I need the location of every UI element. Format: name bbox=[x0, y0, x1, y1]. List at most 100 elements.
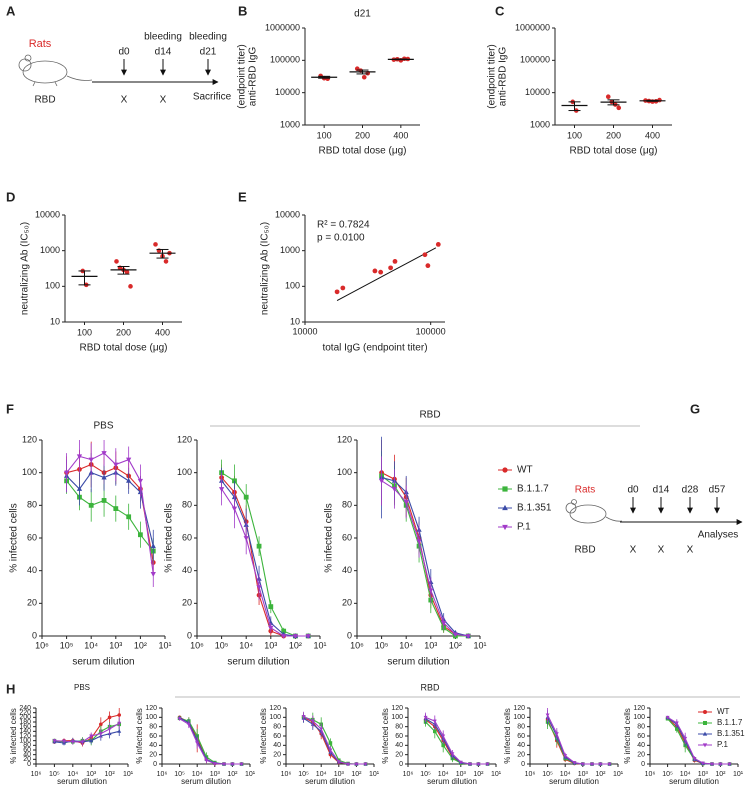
point bbox=[70, 740, 75, 744]
x-tick-label: 10² bbox=[289, 640, 302, 650]
point bbox=[328, 741, 333, 745]
dot bbox=[163, 259, 169, 264]
x-tick-label: 10¹ bbox=[313, 640, 326, 650]
point bbox=[150, 572, 156, 577]
y-tick-label: 0 bbox=[399, 761, 403, 768]
point bbox=[718, 762, 723, 767]
series-line bbox=[66, 472, 154, 547]
point bbox=[80, 740, 85, 744]
day-label: d14 bbox=[155, 47, 172, 58]
point bbox=[441, 734, 446, 739]
y-tick-label: 1000 bbox=[280, 245, 300, 255]
y-axis-label: % infected cells bbox=[135, 708, 144, 764]
x-tick-label: 10⁴ bbox=[316, 771, 327, 778]
x-tick-label: 10³ bbox=[424, 640, 437, 650]
y-axis-label: anti-RBD IgG bbox=[248, 47, 259, 107]
day-label: d57 bbox=[709, 485, 726, 496]
y-tick-label: 120 bbox=[177, 434, 192, 444]
x-tick-label: 10⁶ bbox=[157, 771, 168, 778]
x-tick-label: 10³ bbox=[334, 771, 345, 778]
series-line bbox=[54, 730, 120, 744]
dot bbox=[153, 242, 158, 247]
point bbox=[710, 762, 714, 767]
legend-label: P.1 bbox=[717, 740, 729, 749]
point bbox=[423, 715, 428, 720]
point bbox=[305, 634, 311, 639]
y-tick-label: 10000 bbox=[275, 209, 300, 219]
point bbox=[336, 760, 341, 764]
x-axis-label: serum dilution bbox=[669, 777, 719, 786]
x-tick-label: 10² bbox=[595, 771, 606, 778]
y-tick-label: 100 bbox=[45, 281, 60, 291]
end-label: Sacrifice bbox=[193, 92, 232, 103]
point bbox=[692, 756, 697, 761]
dose-mark: X bbox=[630, 545, 637, 556]
x-tick-label: 10⁵ bbox=[298, 771, 309, 778]
x-tick-label: 10⁵ bbox=[174, 771, 185, 778]
point bbox=[256, 543, 262, 549]
point bbox=[218, 487, 225, 492]
point bbox=[572, 761, 577, 765]
point bbox=[301, 714, 306, 719]
x-axis-label: serum dilution bbox=[387, 657, 449, 668]
point bbox=[281, 634, 287, 639]
y-tick-label: 40 bbox=[182, 565, 192, 575]
y-tick-label: 1000 bbox=[280, 119, 300, 129]
series-line bbox=[425, 716, 488, 765]
point bbox=[435, 241, 441, 247]
x-tick-label: 10⁶ bbox=[350, 640, 364, 650]
y-axis-label: % infected cells bbox=[9, 503, 20, 572]
point bbox=[113, 462, 119, 468]
legend-marker bbox=[502, 467, 508, 473]
y-tick-label: 100000 bbox=[270, 55, 300, 65]
point bbox=[441, 621, 447, 626]
point bbox=[674, 721, 679, 726]
fit-line bbox=[336, 247, 437, 301]
y-tick-label: 20 bbox=[149, 752, 157, 759]
point bbox=[563, 754, 568, 758]
y-tick-label: 120 bbox=[19, 733, 31, 740]
point bbox=[425, 263, 431, 269]
y-tick-label: 120 bbox=[269, 705, 281, 712]
point bbox=[230, 762, 235, 767]
x-tick-label: 10¹ bbox=[123, 771, 134, 778]
x-tick-label: 10⁵ bbox=[49, 771, 60, 778]
timeline: Rats d0 bleeding d14 bleeding d21 RBD X … bbox=[18, 32, 232, 106]
x-tick-label: 10⁵ bbox=[375, 640, 389, 650]
timeline: Rats d0 d14 d28 d57 RBD X X X Analyses bbox=[565, 485, 743, 556]
y-tick-label: 1000000 bbox=[265, 22, 300, 32]
x-axis-label: RBD total dose (μg) bbox=[79, 343, 167, 354]
point bbox=[388, 265, 394, 271]
dot bbox=[114, 259, 119, 264]
x-axis-label: total IgG (endpoint titer) bbox=[322, 343, 427, 354]
y-axis-label: % infected cells bbox=[503, 708, 512, 764]
y-tick-label: 100000 bbox=[520, 55, 550, 65]
y-axis-label: % infected cells bbox=[259, 708, 268, 764]
x-tick-label: 100 bbox=[567, 130, 582, 140]
point bbox=[422, 252, 428, 258]
point bbox=[243, 536, 249, 541]
day-label: d0 bbox=[627, 485, 639, 496]
x-tick-label: 10² bbox=[715, 771, 726, 778]
point bbox=[727, 762, 732, 767]
axis bbox=[41, 440, 165, 637]
x-tick-label: 10¹ bbox=[613, 771, 624, 778]
x-tick-label: 10⁴ bbox=[67, 771, 78, 778]
y-tick-label: 100 bbox=[177, 467, 192, 477]
axis bbox=[196, 440, 320, 637]
point bbox=[107, 727, 112, 732]
y-tick-label: 0 bbox=[641, 761, 645, 768]
y-tick-label: 80 bbox=[273, 724, 281, 731]
y-tick-label: 120 bbox=[633, 705, 645, 712]
legend-marker bbox=[502, 486, 508, 492]
x-tick-label: 200 bbox=[116, 327, 131, 337]
y-tick-label: 100 bbox=[391, 714, 403, 721]
annotation: R² = 0.7824 bbox=[317, 220, 370, 231]
series-line bbox=[667, 716, 730, 765]
dose-mark: X bbox=[687, 545, 694, 556]
x-tick-label: 10² bbox=[227, 771, 238, 778]
legend-label: B.1.1.7 bbox=[517, 484, 549, 495]
point bbox=[52, 739, 57, 743]
animal-label: Rats bbox=[575, 485, 596, 496]
